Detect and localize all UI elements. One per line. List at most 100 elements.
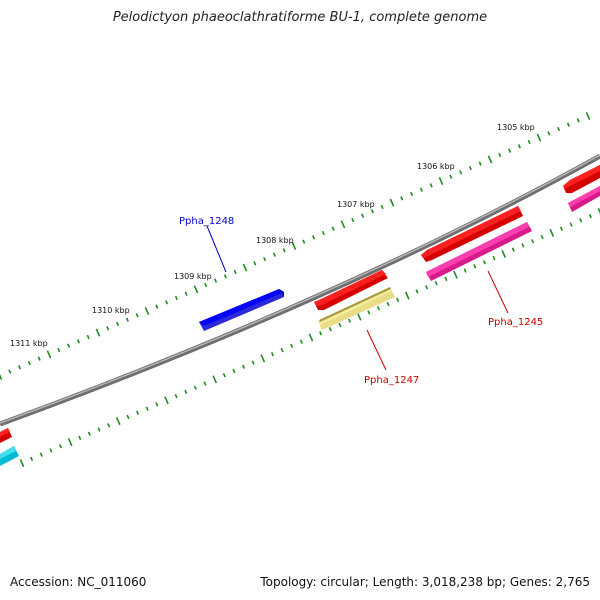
major-tick (95, 328, 101, 337)
minor-tick (136, 410, 140, 415)
minor-tick (107, 423, 111, 428)
minor-tick (312, 235, 316, 240)
minor-tick (290, 343, 294, 349)
outer-tick-ring (0, 111, 591, 381)
minor-tick (321, 230, 325, 236)
minor-tick (396, 297, 400, 303)
major-tick (340, 220, 346, 229)
minor-tick (30, 456, 34, 462)
minor-tick (508, 148, 512, 153)
minor-tick (492, 255, 496, 261)
gene-ppha-1247[interactable] (318, 287, 395, 330)
inner-tick-ring (19, 207, 600, 468)
gene-red-upper-left[interactable] (314, 270, 388, 310)
minor-tick (302, 239, 306, 244)
major-tick (67, 438, 73, 447)
minor-tick (272, 252, 276, 257)
label-line-ppha-1247 (366, 329, 387, 371)
minor-tick (331, 226, 335, 231)
minor-tick (468, 165, 472, 171)
minor-tick (588, 213, 592, 219)
minor-tick (116, 321, 120, 327)
accession-text: Accession: NC_011060 (10, 575, 147, 589)
minor-tick (253, 261, 257, 266)
minor-tick (482, 260, 486, 265)
gene-ppha-1245[interactable] (426, 222, 532, 281)
gene-red-right-edge[interactable] (563, 165, 600, 193)
minor-tick (547, 131, 551, 136)
kbp-label-1307: 1307 kbp (337, 200, 375, 209)
kbp-label-1311: 1311 kbp (10, 339, 48, 348)
minor-tick (521, 243, 525, 248)
major-tick (46, 350, 52, 359)
kbp-label-1305: 1305 kbp (497, 123, 535, 132)
minor-tick (87, 431, 91, 436)
minor-tick (459, 170, 463, 175)
minor-tick (242, 364, 246, 369)
minor-tick (540, 234, 544, 240)
minor-tick (559, 226, 564, 231)
minor-tick (299, 339, 303, 344)
minor-tick (498, 152, 502, 158)
gene-red-left-edge[interactable] (0, 428, 12, 443)
minor-tick (463, 268, 467, 273)
gene-pink-right-edge[interactable] (568, 186, 600, 212)
minor-tick (347, 318, 352, 323)
minor-tick (251, 360, 255, 365)
major-tick (115, 417, 121, 426)
gene-red-upper-middle[interactable] (421, 206, 523, 262)
minor-tick (425, 285, 429, 290)
minor-tick (527, 139, 531, 145)
minor-tick (174, 393, 178, 399)
kbp-label-1308: 1308 kbp (256, 236, 294, 245)
major-tick (389, 198, 395, 207)
minor-tick (126, 414, 130, 420)
minor-tick (145, 406, 149, 411)
minor-tick (557, 126, 561, 132)
minor-tick (400, 196, 404, 201)
minor-tick (106, 326, 110, 331)
major-tick (291, 241, 297, 251)
minor-tick (386, 301, 390, 307)
minor-tick (193, 385, 197, 390)
kbp-label-1310: 1310 kbp (92, 306, 130, 315)
minor-tick (367, 310, 371, 315)
minor-tick (204, 282, 208, 288)
minor-tick (434, 280, 438, 286)
minor-tick (86, 334, 90, 340)
minor-tick (473, 264, 477, 269)
minor-tick (155, 402, 159, 407)
minor-tick (174, 295, 178, 301)
major-tick (144, 306, 150, 316)
minor-tick (569, 222, 573, 227)
minor-tick (8, 369, 12, 374)
genome-backbone (0, 153, 600, 427)
minor-tick (155, 304, 159, 309)
minor-tick (361, 213, 365, 218)
major-tick (404, 291, 410, 300)
minor-tick (566, 122, 570, 127)
minor-tick (517, 144, 521, 149)
minor-tick (203, 381, 207, 386)
gene-label-ppha-1245[interactable]: Ppha_1245 (488, 317, 543, 328)
gene-label-ppha-1247[interactable]: Ppha_1247 (364, 375, 419, 386)
gene-cyan-left-edge[interactable] (0, 446, 19, 466)
minor-tick (67, 343, 71, 348)
minor-tick (282, 248, 286, 253)
minor-tick (419, 187, 423, 192)
label-line-ppha-1248 (206, 225, 227, 273)
gene-ppha-1248[interactable] (199, 289, 284, 331)
gene-label-ppha-1248[interactable]: Ppha_1248 (179, 216, 234, 227)
major-tick (356, 312, 362, 321)
minor-tick (380, 204, 384, 210)
minor-tick (328, 326, 332, 332)
minor-tick (27, 360, 31, 366)
minor-tick (233, 269, 237, 275)
minor-tick (576, 118, 580, 123)
minor-tick (39, 452, 43, 457)
major-tick (308, 333, 314, 342)
genome-backbone-highlight (0, 154, 600, 424)
minor-tick (415, 289, 419, 294)
